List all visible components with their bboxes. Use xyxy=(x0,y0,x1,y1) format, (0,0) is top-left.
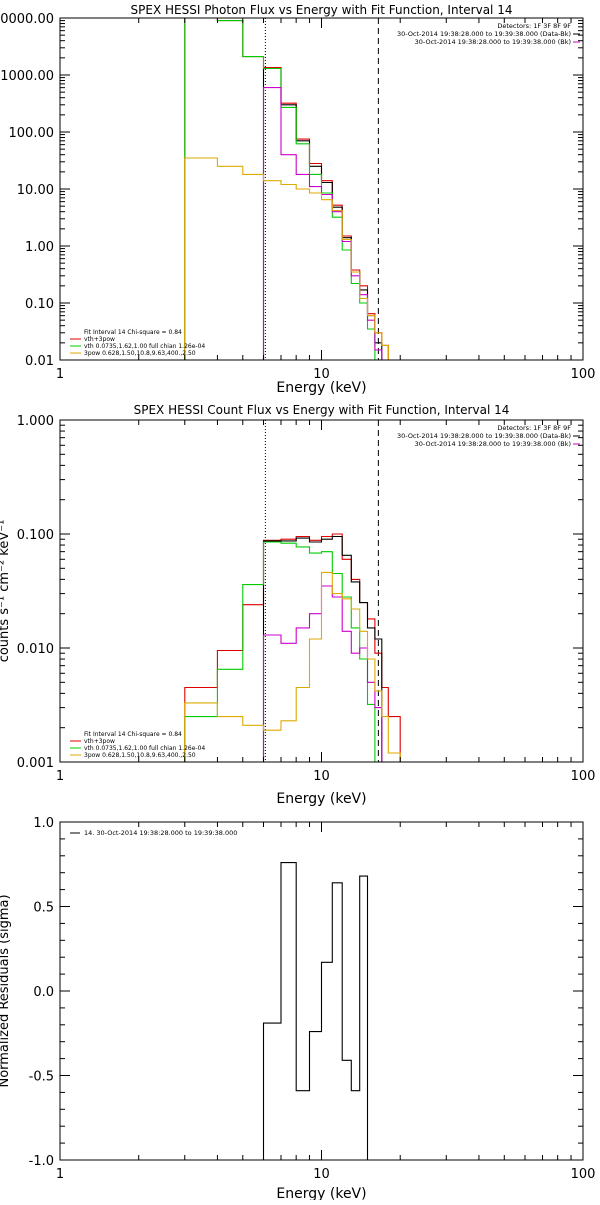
y-tick-label: 0.100 xyxy=(17,528,54,543)
x-tick-label: 100 xyxy=(571,769,596,784)
chart-panel-3: 1 10 100 Energy (keV) -1.0 -0.5 0.0 0.5 1.0 Norma… xyxy=(0,816,596,1202)
series-group xyxy=(262,862,376,1160)
legend-bottom-left-entry: 3pow 0.628,1.50,10.8,9.63,400.,2.50 xyxy=(84,752,196,759)
series-group xyxy=(184,533,401,762)
legend-bottom-left-entry: Fit Interval 14 Chi-square = 0.84 xyxy=(84,731,182,738)
legend-bottom-left-entry: 3pow 0.628,1.50,10.8,9.63,400.,2.50 xyxy=(84,350,196,357)
legend-bottom-left-entry: vth+3pow xyxy=(84,738,115,745)
y-axis-label: counts s⁻¹ cm⁻² keV⁻¹ xyxy=(0,520,12,663)
x-tick-label: 1 xyxy=(56,367,64,382)
x-tick-label: 100 xyxy=(571,367,596,382)
x-tick-label: 10 xyxy=(313,1167,330,1182)
chart-title: SPEX HESSI Photon Flux vs Energy with Fi… xyxy=(131,3,513,17)
legend-bottom-left-entry: Fit Interval 14 Chi-square = 0.84 xyxy=(84,329,182,336)
y-tick-label: 0.01 xyxy=(25,354,54,369)
x-axis-label: Energy (keV) xyxy=(276,380,366,396)
y-tick-label: 10.00 xyxy=(17,183,54,198)
y-axis-label: Normalized Residuals (sigma) xyxy=(0,894,12,1087)
y-tick-label: 1000.00 xyxy=(0,69,54,84)
series-line-vth xyxy=(184,18,383,360)
series-line-3pow xyxy=(184,157,401,360)
y-tick-label: 10000.00 xyxy=(0,12,54,27)
y-tick-label: 0.0 xyxy=(33,985,54,1000)
series-line-data xyxy=(262,535,383,762)
legend-top-right-entry: 30-Oct-2014 19:38:28.000 to 19:39:38.000… xyxy=(397,432,571,440)
y-tick-label: 0.10 xyxy=(25,297,54,312)
x-axis-label: Energy (keV) xyxy=(276,1186,366,1200)
series-line-bk xyxy=(262,87,383,360)
y-tick-label: 0.5 xyxy=(33,901,54,916)
x-tick-label: 10 xyxy=(313,769,330,784)
x-tick-label: 1 xyxy=(56,1167,64,1182)
y-tick-label: 1.0 xyxy=(33,816,54,831)
legend-bottom-left-entry: vth+3pow xyxy=(84,336,115,343)
legend-top-right-entry: Detectors: 1F 3F 8F 9F xyxy=(497,424,571,432)
x-tick-label: 1 xyxy=(56,769,64,784)
legend-top-left-entry: 14. 30-Oct-2014 19:38:28.000 to 19:39:38… xyxy=(84,829,237,837)
legend-bottom-left-entry: vth 0.0735,1.62,1.00 full chian 1.26e-04 xyxy=(84,745,205,752)
chart-title: SPEX HESSI Count Flux vs Energy with Fit… xyxy=(134,403,510,417)
legend-bottom-left-entry: vth 0.0735,1.62,1.00 full chian 1.26e-04 xyxy=(84,343,205,350)
x-axis-label: Energy (keV) xyxy=(276,791,366,807)
x-tick-label: 10 xyxy=(313,367,330,382)
legend-top-right-entry: 30-Oct-2014 19:38:28.000 to 19:39:38.000… xyxy=(415,38,571,46)
y-tick-label: -1.0 xyxy=(29,1154,54,1169)
y-tick-label: 0.001 xyxy=(17,756,54,771)
series-line-14-30-oct-2014-19-38 xyxy=(262,862,376,1160)
chart-panel-1: SPEX HESSI Photon Flux vs Energy with Fi… xyxy=(0,3,595,396)
series-line-bk xyxy=(262,585,383,762)
series-group xyxy=(184,18,401,360)
y-tick-label: 0.010 xyxy=(17,642,54,657)
legend-top-right-entry: Detectors: 1F 3F 8F 9F xyxy=(497,22,571,30)
x-tick-label: 100 xyxy=(571,1167,596,1182)
series-line-3pow xyxy=(184,571,401,762)
series-line-vth-3pow xyxy=(184,533,401,762)
legend-top-right-entry: 30-Oct-2014 19:38:28.000 to 19:39:38.000… xyxy=(415,440,571,448)
y-tick-label: 1.00 xyxy=(25,240,54,255)
legend-top-right-entry: 30-Oct-2014 19:38:28.000 to 19:39:38.000… xyxy=(397,30,571,38)
y-tick-label: -0.5 xyxy=(29,1070,54,1085)
chart-panel-2: SPEX HESSI Count Flux vs Energy with Fit… xyxy=(0,403,595,807)
y-tick-label: 100.00 xyxy=(9,126,55,141)
y-tick-label: 1.000 xyxy=(17,414,54,429)
